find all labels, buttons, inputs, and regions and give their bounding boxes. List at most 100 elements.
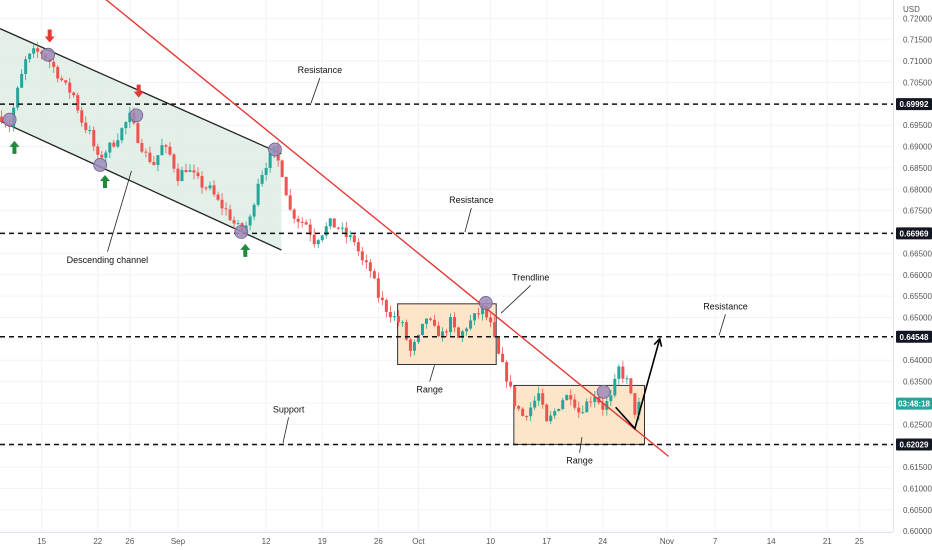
price-tags: 0.69992 0.66969 0.64548 03:48:18 0.62029 [896,98,932,451]
candle-body [557,408,561,412]
candle-body [116,140,120,147]
candle-body [517,406,521,409]
y-tick-label: 0.64000 [903,356,932,365]
y-tick-label: 0.70500 [903,78,932,87]
level-price-text: 0.62029 [900,440,929,449]
x-tick-label: 26 [374,537,383,546]
x-tick-label: 26 [125,537,134,546]
candle-body [248,216,252,226]
x-tick-label: 15 [37,537,46,546]
annotation-pointer [429,365,435,382]
y-tick-label: 0.69500 [903,121,932,130]
candle-body [100,154,104,158]
channel-lower-line [0,120,282,251]
candle-body [180,170,184,182]
candle-body [625,378,629,380]
current-price-text: 03:48:18 [898,400,931,409]
y-tick-label: 0.66500 [903,249,932,258]
candle-body [168,146,172,155]
candle-body [416,334,420,342]
x-tick-label: 19 [318,537,327,546]
x-tick-label: 7 [713,537,718,546]
candle-body [493,322,497,337]
candle-body [212,185,216,195]
current-price-tag [896,397,932,410]
candle-body [260,174,264,184]
annotation-pointer [282,417,289,444]
candle-body [112,142,116,147]
candle-body [172,154,176,169]
candle-body [308,224,312,235]
candle-body [469,320,473,329]
candle-body [396,316,400,323]
candle-body [312,234,316,245]
candle-body [525,415,529,417]
trendline-line [105,0,669,457]
candle-body [432,319,436,326]
candle-body [72,92,76,96]
candle-body [593,396,597,403]
candle-body [497,336,501,354]
candle-body [68,82,72,93]
candle-body [0,116,4,122]
candle-body [20,73,24,88]
candle-body [384,300,388,312]
projection-line [615,338,661,431]
candle-body [364,260,368,263]
candle-body [28,53,32,60]
candle-body [589,401,593,403]
candle-body [300,221,304,223]
touch-point-marker [2,112,17,127]
candle-body [296,218,300,222]
candle-body [453,317,457,328]
candle-body [60,78,64,81]
candle-body [80,110,84,123]
candle-body [533,400,537,408]
candle-body [360,251,364,261]
x-tick-label: Oct [412,537,425,546]
y-tick-label: 0.63500 [903,378,932,387]
candle-body [192,170,196,173]
candle-body [449,317,453,332]
candle-body [96,146,100,155]
annotation-label: Resistance [703,301,748,311]
candle-body [152,162,156,165]
candle-body [36,48,40,52]
annotation-pointer [107,170,132,252]
candle-body [220,199,224,209]
price-axis[interactable]: 0.720000.715000.710000.705000.700000.695… [903,14,932,536]
touch-point-marker [596,384,611,399]
y-tick-label: 0.65500 [903,292,932,301]
level-price-text: 0.64548 [900,333,929,342]
annotation-label: Trendline [512,272,549,282]
y-tick-label: 0.71500 [903,36,932,45]
candle-body [356,242,360,252]
candle-body [420,323,424,335]
level-price-tag [896,438,932,451]
candle-body [573,399,577,408]
candle-body [392,316,396,318]
candle-body [176,168,180,182]
up-arrow-icon [100,175,111,189]
level-price-tag [896,227,932,240]
candle-body [388,311,392,318]
candle-body [428,318,432,320]
currency-label: USD [903,5,920,14]
candle-body [320,235,324,241]
candle-body [549,415,553,422]
candle-body [380,297,384,301]
down-arrow-icon [133,84,144,98]
candle-body [256,183,260,205]
time-axis[interactable]: 15 22 26 Sep 12 19 26 Oct 10 17 24 Nov 7 14 21 25 [37,537,864,546]
candle-body [621,366,625,379]
candle-body [328,218,332,227]
candle-body [601,402,605,410]
candle-body [372,271,376,279]
candle-body [292,209,296,219]
projection-arrowhead [653,337,663,347]
candle-body [485,305,489,318]
annotation-pointer [464,207,472,233]
candle-body [280,160,284,177]
y-tick-label: 0.68000 [903,185,932,194]
